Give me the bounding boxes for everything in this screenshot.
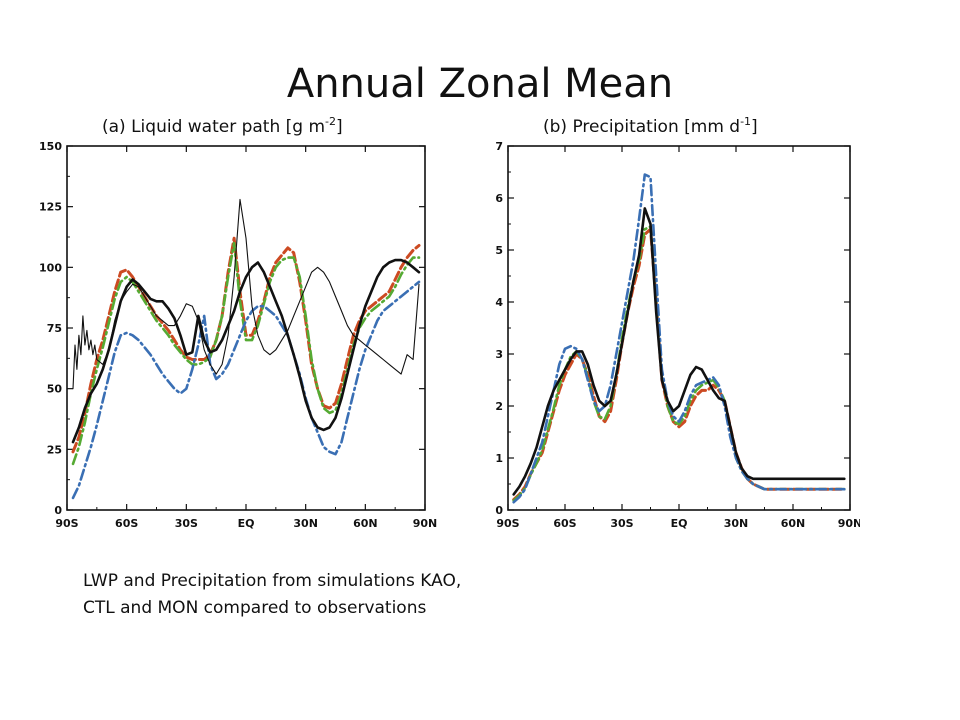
chart-a-ytick-label: 150 (40, 140, 62, 153)
chart-a-ytick-label: 25 (47, 443, 62, 456)
chart-a-ytick-label: 125 (40, 201, 62, 214)
chart-b-ytick-label: 7 (495, 140, 503, 153)
chart-b-ytick-label: 4 (495, 296, 503, 309)
chart-a-xtick-label: EQ (238, 517, 255, 530)
chart-a-series-line-3 (71, 280, 421, 500)
chart-b-title: (b) Precipitation [mm d-1] (543, 115, 758, 137)
chart-b-ytick-label: 6 (495, 192, 503, 205)
chart-b-ytick-label: 5 (495, 244, 503, 257)
chart-b-ytick-label: 0 (495, 504, 503, 517)
chart-b-xtick-label: 90S (496, 517, 519, 530)
chart-b-xtick-label: 60N (781, 517, 806, 530)
chart-b-series-line-2 (512, 225, 846, 502)
slide-caption: LWP and Precipitation from simulations K… (83, 568, 643, 622)
caption-line-2: CTL and MON compared to observations (83, 598, 427, 618)
chart-b-xtick-label: EQ (671, 517, 688, 530)
chart-a-xtick-label: 30N (293, 517, 318, 530)
chart-a-xtick-label: 90N (413, 517, 438, 530)
chart-a-series-line-5 (72, 198, 420, 390)
chart-b-ytick-label: 1 (495, 452, 503, 465)
chart-b-xtick-label: 30N (724, 517, 749, 530)
chart-b-plot-frame (507, 145, 851, 511)
chart-figure: (a) Liquid water path [g m-2]02550751001… (40, 115, 860, 530)
caption-line-1: LWP and Precipitation from simulations K… (83, 571, 462, 591)
chart-a-xtick-label: 30S (175, 517, 198, 530)
chart-b-ytick-label: 3 (495, 348, 503, 361)
chart-a-ytick-label: 75 (47, 322, 62, 335)
chart-b-series-line-4 (512, 207, 846, 496)
figure-panel: (a) Liquid water path [g m-2] 0 25 50 75 100 1… (40, 102, 860, 548)
chart-b-xtick-label: 60S (553, 517, 576, 530)
chart-a-xtick-label: 90S (55, 517, 78, 530)
chart-a-ytick-label: 50 (47, 383, 63, 396)
chart-a-xtick-label: 60S (115, 517, 138, 530)
chart-b-xtick-label: 30S (610, 517, 633, 530)
chart-a-ytick-label: 0 (54, 504, 62, 517)
chart-a-series-line-4 (71, 258, 421, 444)
chart-b-ytick-label: 2 (495, 400, 503, 413)
chart-a-ytick-label: 100 (40, 261, 62, 274)
chart-a-xtick-label: 60N (353, 517, 378, 530)
chart-b-series-line-1 (512, 227, 846, 502)
chart-b-series-line-3 (512, 173, 846, 504)
slide-title: Annual Zonal Mean (286, 61, 674, 107)
chart-b-xtick-label: 90N (838, 517, 860, 530)
chart-a-title: (a) Liquid water path [g m-2] (102, 115, 343, 137)
